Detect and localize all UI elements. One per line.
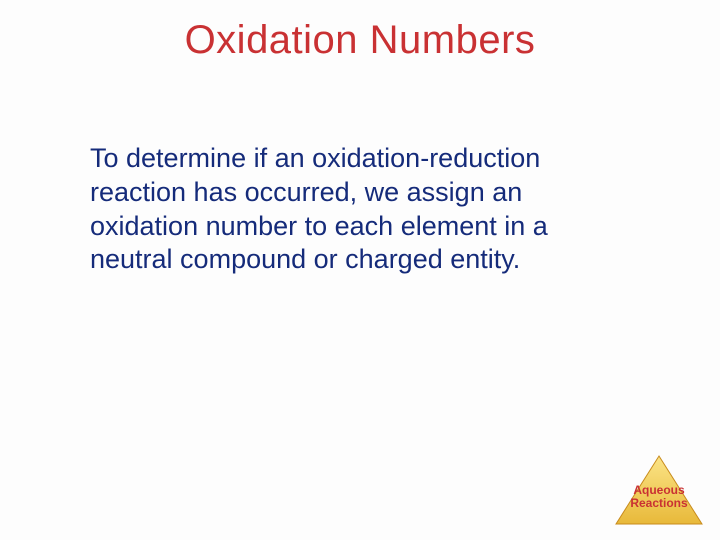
- slide-body-text: To determine if an oxidation-reduction r…: [90, 142, 630, 277]
- footer-label: Aqueous Reactions: [614, 484, 704, 509]
- slide-title: Oxidation Numbers: [0, 0, 720, 63]
- slide: Oxidation Numbers To determine if an oxi…: [0, 0, 720, 540]
- footer-badge: Aqueous Reactions: [614, 454, 704, 526]
